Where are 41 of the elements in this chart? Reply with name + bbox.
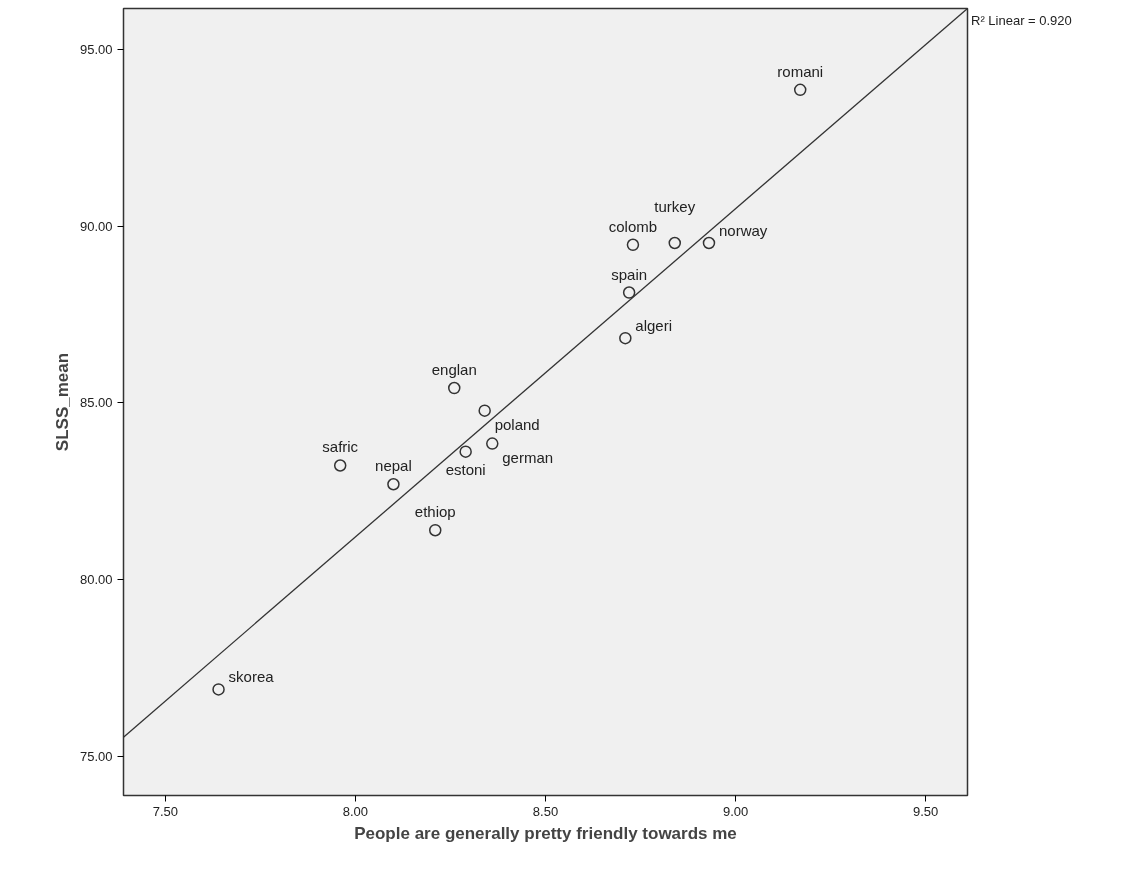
annotation: ethiop: [414, 503, 456, 521]
y-tick-label: 80.00: [79, 572, 113, 588]
annotation: turkey: [654, 198, 696, 216]
text: R² Linear = 0.920: [971, 12, 1072, 30]
annotation: norway: [718, 222, 768, 240]
annotation: estoni: [445, 460, 486, 478]
y-tick-label: 90.00: [79, 218, 113, 234]
point: [387, 478, 400, 491]
annotation: colomb: [608, 217, 658, 235]
y-tick-label: 95.00: [79, 41, 113, 57]
x-axis-title: People are generally pretty friendly towards me: [354, 823, 737, 843]
annotation: nepal: [375, 457, 412, 475]
point: [622, 286, 636, 299]
point: [212, 683, 225, 696]
point: [448, 381, 461, 395]
point: [486, 437, 499, 450]
point: [702, 236, 716, 250]
annotation: spain: [611, 265, 648, 283]
y-tick-label: 85.00: [79, 395, 113, 411]
x-tick-label: 7.50: [152, 803, 178, 819]
annotation: safric: [322, 438, 359, 456]
annotation: skorea: [228, 668, 275, 686]
point: [626, 238, 640, 252]
point: [333, 459, 347, 472]
x-tick-label: 8.00: [342, 803, 369, 819]
point: [459, 445, 472, 458]
point: [478, 404, 491, 417]
annotation: german: [502, 448, 554, 466]
x-tick-label: 9.00: [722, 803, 749, 819]
point: [793, 83, 807, 97]
annotation: englan: [431, 361, 477, 379]
annotation: romani: [777, 62, 824, 80]
y-axis-title: SLSS_mean: [52, 352, 72, 452]
point: [619, 331, 632, 345]
annotation: poland: [494, 415, 540, 433]
y-tick-label: 75.00: [79, 749, 113, 765]
point: [668, 236, 682, 250]
x-tick-label: 8.50: [532, 803, 559, 819]
annotation: algeri: [635, 317, 673, 335]
point: [429, 523, 442, 537]
x-tick-label: 9.50: [913, 803, 939, 819]
